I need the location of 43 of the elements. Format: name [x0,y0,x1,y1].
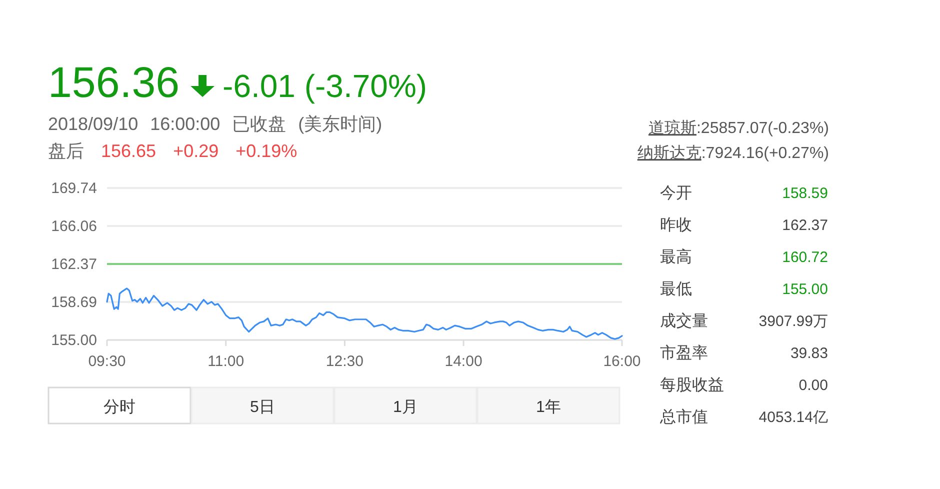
xtick: 09:30 [88,353,126,370]
annotation: 盘后 [48,141,84,161]
label: 昨收 [660,217,692,234]
ytick: 166.06 [51,218,97,235]
label: 每股收益 [660,377,724,394]
annotation: +0.19% [236,141,298,161]
ytick: 169.74 [51,180,97,197]
value: 0.00 [798,377,828,394]
value: 162.37 [782,217,828,234]
ytick: 155.00 [51,332,97,349]
label: 市盈率 [660,345,708,362]
category-label: 分时 [104,398,136,416]
ytick: 158.69 [51,294,97,311]
category-label: 1年 [536,399,561,416]
label: 今开 [660,185,692,202]
annotation: -6.01 (-3.70%) [222,68,428,104]
subtitle: 2018/09/10 16:00:00 已收盘 (美东时间) [48,114,382,134]
annotation: 纳斯达克:7924.16(+0.27%) [637,145,829,162]
value: 4053.14亿 [758,409,828,426]
ytick: 162.37 [51,256,97,273]
xtick: 12:30 [326,353,364,370]
xtick: 14:00 [444,353,482,370]
button: 5日 [190,386,334,424]
category-label: 1月 [393,399,418,416]
label: 最低 [660,281,692,298]
value: 39.83 [790,345,828,362]
label: 总市值 [660,409,708,426]
annotation: +0.29 [173,141,219,161]
annotation: 道琼斯:25857.07(-0.23%) [648,120,829,137]
button: 1年 [476,386,620,424]
xtick: 16:00 [603,353,641,370]
annotation: 156.65 [101,141,156,161]
button: 分时 [48,386,192,424]
category-label: 5日 [250,399,275,416]
value: 160.72 [782,249,828,266]
button: 1月 [334,386,478,424]
label: 最高 [660,249,692,266]
value: 158.59 [782,185,828,202]
xtick: 11:00 [208,353,244,370]
label: 成交量 [660,313,708,330]
title: 156.36 [48,59,180,107]
value: 3907.99万 [758,313,828,330]
value: 155.00 [782,281,828,298]
